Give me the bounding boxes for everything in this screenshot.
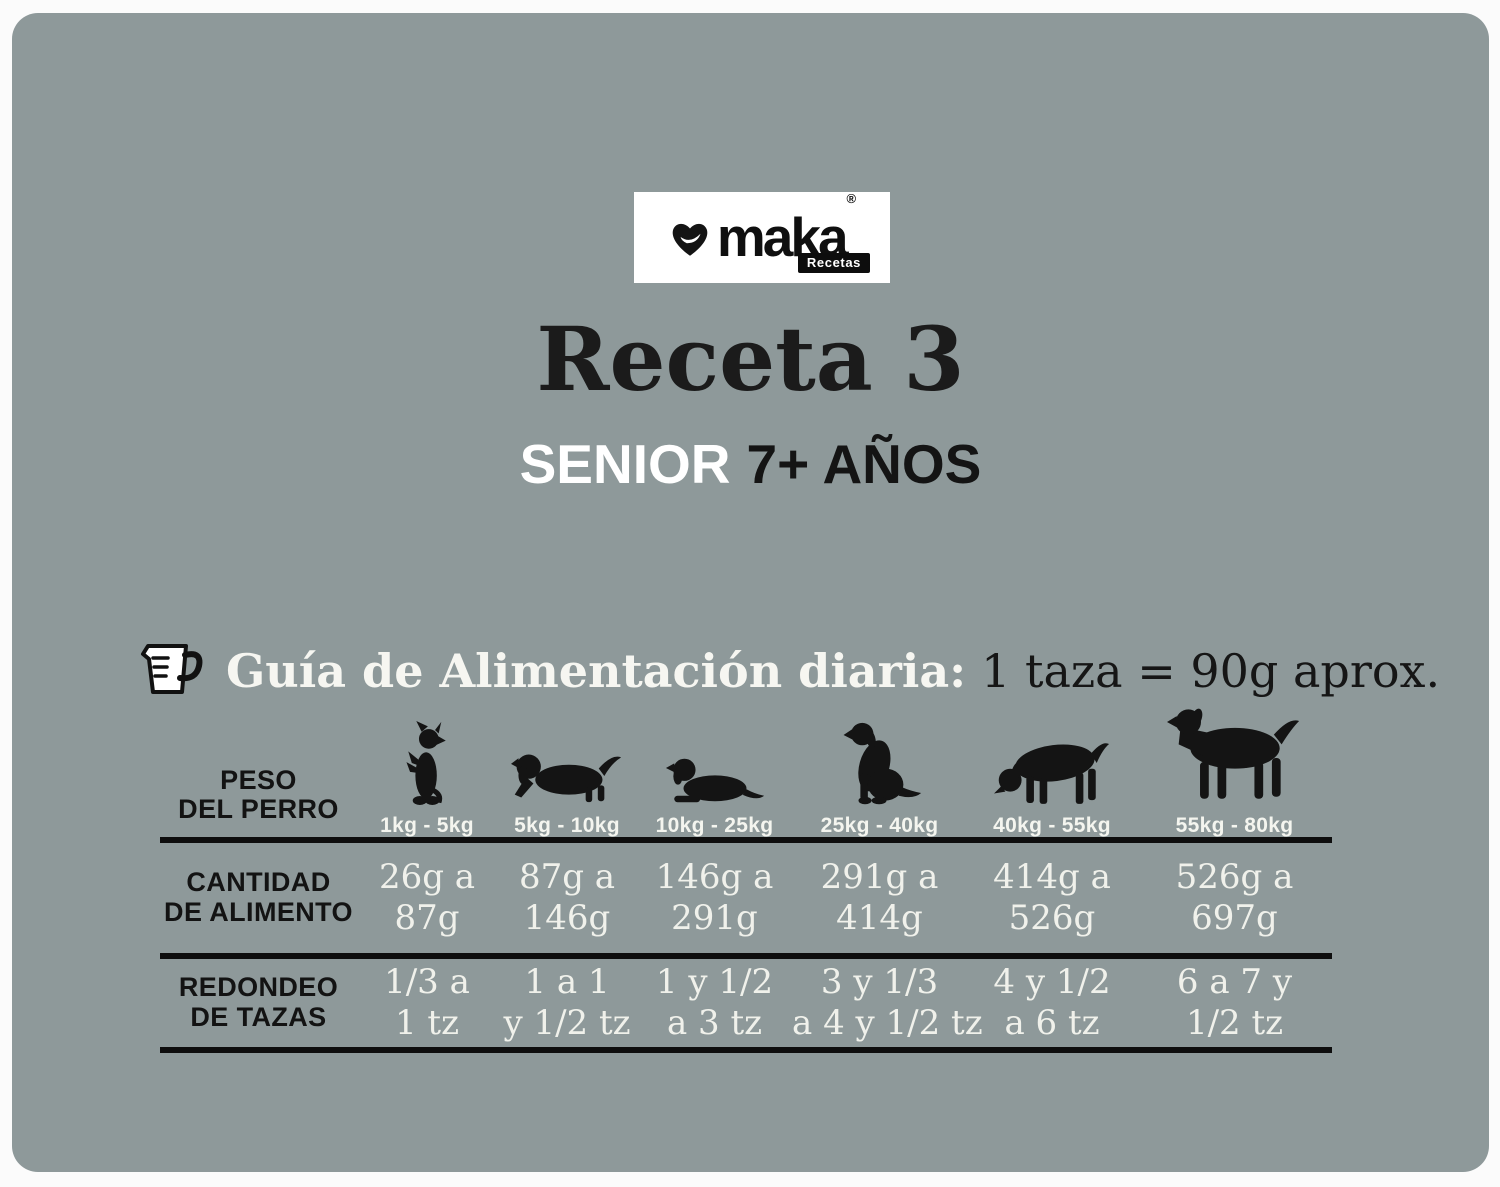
food-amount-line1: 26g a <box>378 857 476 898</box>
food-amount-line1: 146g a <box>655 857 774 898</box>
heart-icon <box>672 223 708 256</box>
cups-amount: 4 y 1/2 a 6 tz <box>967 962 1137 1044</box>
weight-range: 5kg - 10kg <box>514 814 620 837</box>
guide-value: 1 taza = 90g aprox. <box>981 644 1441 698</box>
row-redondeo-de-tazas: REDONDEO DE TAZAS 1/3 a 1 tz 1 a 1 y 1/2… <box>160 959 1332 1047</box>
food-amount-line1: 87g a <box>518 857 616 898</box>
row-header-cantidad-line2: DE ALIMENTO <box>164 897 353 927</box>
row-cantidad-de-alimento: CANTIDAD DE ALIMENTO 26g a 87g 87g a 146… <box>160 843 1332 953</box>
column-1kg-5kg: 1kg - 5kg <box>357 705 497 843</box>
dog-icon-small-playbow <box>511 754 622 803</box>
food-amount: 526g a 697g <box>1137 857 1332 939</box>
cups-amount-line1: 1 y 1/2 <box>655 962 774 1003</box>
cups-amount-line1: 3 y 1/3 <box>820 962 939 1003</box>
weight-range: 40kg - 55kg <box>993 814 1111 837</box>
row-header-cantidad-line1: CANTIDAD <box>186 867 331 898</box>
food-amount-line2: 291g <box>671 898 758 938</box>
food-amount-line2: 146g <box>523 898 611 938</box>
feeding-table: PESO DEL PERRO 1kg - 5kg <box>160 705 1332 1053</box>
dog-icon-medium-lying <box>665 758 764 803</box>
cups-amount-line2: a 3 tz <box>666 1003 763 1043</box>
dog-icon-xlarge-sniffing <box>994 743 1110 804</box>
subtitle-senior: SENIOR <box>519 433 731 495</box>
cups-amount-line2: 1/2 tz <box>1185 1003 1284 1043</box>
row-header-cantidad: CANTIDAD DE ALIMENTO <box>160 868 357 927</box>
brand-wordmark: maka® <box>717 192 856 265</box>
subtitle: SENIOR 7+ AÑOS <box>12 437 1489 492</box>
cups-amount-line1: 1 a 1 <box>524 962 610 1003</box>
food-amount: 291g a 414g <box>792 857 967 939</box>
row-header-peso-line2: DEL PERRO <box>178 794 339 825</box>
dog-icon-large-sitting <box>843 722 921 805</box>
table-rule-1 <box>160 837 1332 843</box>
page-title: Receta 3 <box>536 307 965 411</box>
subtitle-age: 7+ AÑOS <box>746 433 982 495</box>
cups-amount-line2: y 1/2 tz <box>503 1003 631 1043</box>
cups-amount-line1: 6 a 7 y <box>1176 962 1293 1003</box>
cups-amount: 6 a 7 y 1/2 tz <box>1137 962 1332 1044</box>
weight-range: 1kg - 5kg <box>380 814 474 837</box>
row-header-redondeo-line1: REDONDEO <box>178 972 339 1003</box>
weight-range: 25kg - 40kg <box>820 814 939 837</box>
food-amount-line1: 291g a <box>820 857 939 898</box>
table-rule-3 <box>160 1047 1332 1053</box>
row-header-redondeo-line2: DE TAZAS <box>190 1002 327 1032</box>
food-amount: 146g a 291g <box>637 857 792 939</box>
food-amount: 87g a 146g <box>497 857 637 939</box>
cups-amount: 3 y 1/3 a 4 y 1/2 tz <box>792 962 983 1044</box>
table-rule-2 <box>160 953 1332 959</box>
row-header-peso: PESO DEL PERRO <box>160 764 357 843</box>
column-55kg-80kg: 55kg - 80kg <box>1137 705 1332 843</box>
cups-amount: 1/3 a 1 tz <box>357 962 497 1044</box>
column-5kg-10kg: 5kg - 10kg <box>497 705 637 843</box>
cups-amount-line2: 1 tz <box>394 1003 459 1043</box>
column-10kg-25kg: 10kg - 25kg <box>637 705 792 843</box>
food-amount: 414g a 526g <box>967 857 1137 939</box>
feeding-guide-heading: Guía de Alimentación diaria: 1 taza = 90… <box>140 633 1440 709</box>
cups-amount-line2: a 4 y 1/2 tz <box>792 1003 983 1043</box>
row-peso-del-perro: PESO DEL PERRO 1kg - 5kg <box>160 705 1332 837</box>
cups-amount-line2: a 6 tz <box>1004 1003 1100 1043</box>
cups-amount-line1: 4 y 1/2 <box>993 962 1111 1003</box>
cups-amount: 1 a 1 y 1/2 tz <box>497 962 637 1044</box>
feeding-guide-card: maka® Recetas Receta 3 SENIOR 7+ AÑOS Gu… <box>12 13 1489 1172</box>
food-amount-line1: 526g a <box>1175 857 1294 898</box>
column-25kg-40kg: 25kg - 40kg <box>792 705 967 843</box>
food-amount-line2: 526g <box>1008 898 1096 938</box>
row-header-redondeo: REDONDEO DE TAZAS <box>160 973 357 1032</box>
brand-logo: maka® Recetas <box>634 192 890 283</box>
dog-icon-tiny-begging <box>406 721 446 805</box>
food-amount-line2: 87g <box>394 898 460 938</box>
cups-amount-line1: 1/3 a <box>384 962 470 1003</box>
row-header-peso-line1: PESO <box>220 764 297 795</box>
food-amount-line2: 414g <box>836 898 923 938</box>
weight-range: 55kg - 80kg <box>1175 814 1294 837</box>
column-40kg-55kg: 40kg - 55kg <box>967 705 1137 843</box>
guide-label: Guía de Alimentación diaria: <box>226 644 967 698</box>
recetas-badge: Recetas <box>797 253 870 273</box>
registered-mark: ® <box>846 191 857 206</box>
cups-amount: 1 y 1/2 a 3 tz <box>637 962 792 1044</box>
dog-icon-giant-standing <box>1166 708 1299 799</box>
guide-text: Guía de Alimentación diaria: 1 taza = 90… <box>226 648 1440 694</box>
measuring-cup-icon <box>141 644 203 694</box>
food-amount-line1: 414g a <box>993 857 1111 898</box>
food-amount-line2: 697g <box>1191 898 1278 938</box>
food-amount: 26g a 87g <box>357 857 497 939</box>
weight-range: 10kg - 25kg <box>655 814 774 837</box>
